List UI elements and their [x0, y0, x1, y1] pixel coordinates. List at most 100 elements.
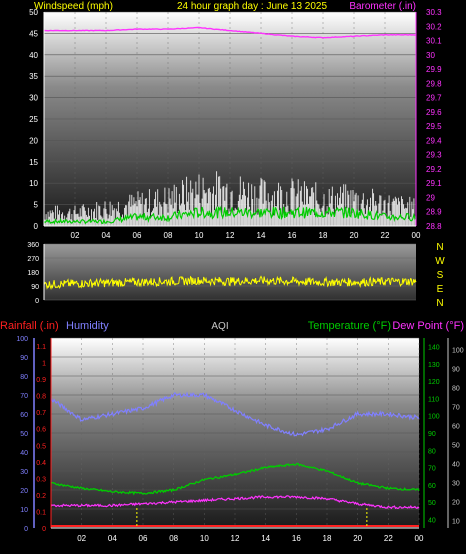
wind-tick-label: 15	[29, 158, 38, 167]
rainfall-tick-label: 0.7	[36, 410, 46, 417]
wind-tick-label: 35	[29, 72, 38, 81]
rainfall-tick-label: 0	[42, 526, 46, 533]
rainfall-tick-label: 0.1	[36, 509, 46, 516]
wind-x-tick-label: 04	[102, 231, 111, 240]
temperature-tick-label: 70	[428, 466, 436, 473]
climate-x-tick-label: 12	[231, 534, 240, 543]
temperature-tick-label: 110	[428, 396, 439, 403]
direction-letter-n-bottom: N	[436, 298, 443, 309]
climate-x-tick-label: 16	[292, 534, 301, 543]
direction-letter-s: S	[437, 270, 444, 281]
climate-x-tick-label: 18	[323, 534, 332, 543]
wind-tick-label: 50	[29, 8, 38, 17]
humidity-tick-label: 80	[20, 374, 28, 381]
rainfall-label: Rainfall (.in)	[0, 320, 59, 332]
direction-tick-label: 90	[31, 284, 39, 291]
humidity-tick-label: 90	[20, 355, 28, 362]
temperature-tick-label: 90	[428, 431, 436, 438]
rainfall-tick-label: 1	[42, 361, 46, 368]
humidity-series	[50, 391, 420, 437]
barometer-tick-label: 29.9	[426, 65, 442, 74]
direction-letter-n-top: N	[436, 242, 443, 253]
wind-x-tick-label: 06	[133, 231, 142, 240]
barometer-tick-label: 29.8	[426, 79, 442, 88]
barometer-tick-label: 30.3	[426, 8, 442, 17]
humidity-label: Humidity	[66, 320, 109, 332]
direction-tick-label: 270	[27, 256, 39, 263]
climate-x-tick-label: 02	[77, 534, 86, 543]
wind-tick-label: 20	[29, 136, 38, 145]
direction-tick-label: 180	[27, 270, 39, 277]
wind-x-tick-label: 16	[288, 231, 297, 240]
wind-x-tick-label: 18	[319, 231, 328, 240]
barometer-tick-label: 29.5	[426, 122, 442, 131]
temperature-tick-label: 100	[428, 414, 440, 421]
humidity-tick-label: 20	[20, 488, 28, 495]
dewpoint-tick-label: 60	[452, 423, 460, 430]
humidity-tick-label: 10	[20, 507, 28, 514]
dewpoint-label: Dew Point (°F)	[392, 320, 464, 332]
wind-tick-label: 45	[29, 29, 38, 38]
dewpoint-tick-label: 80	[452, 385, 460, 392]
barometer-tick-label: 29.1	[426, 179, 442, 188]
humidity-tick-label: 30	[20, 469, 28, 476]
wind-tick-label: 0	[34, 222, 39, 231]
graph-title: 24 hour graph day : June 13 2025	[177, 1, 328, 12]
climate-x-tick-label: 20	[353, 534, 362, 543]
rainfall-tick-label: 0.5	[36, 443, 46, 450]
temperature-tick-label: 130	[428, 362, 440, 369]
temperature-label: Temperature (°F)	[308, 320, 391, 332]
temperature-tick-label: 60	[428, 483, 436, 490]
wind-tick-label: 40	[29, 51, 38, 60]
barometer-series	[43, 26, 417, 39]
rainfall-tick-label: 0.4	[36, 460, 46, 467]
rainfall-tick-label: 0.2	[36, 493, 46, 500]
barometer-tick-label: 29.3	[426, 151, 442, 160]
rainfall-tick-label: 0.9	[36, 377, 46, 384]
barometer-tick-label: 29.2	[426, 165, 442, 174]
barometer-tick-label: 30.1	[426, 37, 442, 46]
dewpoint-tick-label: 50	[452, 442, 460, 449]
direction-tick-label: 360	[27, 242, 39, 249]
direction-letter-e: E	[437, 284, 444, 295]
rainfall-tick-label: 0.3	[36, 476, 46, 483]
dewpoint-tick-label: 90	[452, 366, 460, 373]
rainfall-tick-label: 0.6	[36, 427, 46, 434]
climate-x-tick-label: 10	[200, 534, 209, 543]
climate-x-tick-label: 14	[261, 534, 270, 543]
wind-direction-series	[43, 275, 417, 291]
wind-x-tick-label: 14	[257, 231, 266, 240]
barometer-tick-label: 30	[426, 51, 435, 60]
climate-x-tick-label: 00	[415, 534, 424, 543]
climate-x-tick-label: 08	[169, 534, 178, 543]
wind-tick-label: 5	[34, 201, 39, 210]
climate-x-tick-label: 22	[384, 534, 393, 543]
rainfall-tick-label: 1.1	[36, 344, 46, 351]
wind-tick-label: 30	[29, 94, 38, 103]
humidity-tick-label: 40	[20, 450, 28, 457]
dewpoint-tick-label: 10	[452, 518, 460, 525]
wind-x-tick-label: 02	[71, 231, 80, 240]
humidity-tick-label: 100	[16, 336, 28, 343]
humidity-tick-label: 0	[24, 526, 28, 533]
windspeed-label: Windspeed (mph)	[34, 1, 113, 12]
temperature-tick-label: 80	[428, 448, 436, 455]
direction-letter-w: W	[435, 256, 445, 267]
climate-x-tick-label: 04	[108, 534, 117, 543]
humidity-tick-label: 60	[20, 412, 28, 419]
wind-x-tick-label: 10	[195, 231, 204, 240]
wind-average-series	[43, 205, 417, 225]
temperature-tick-label: 40	[428, 517, 436, 524]
temperature-tick-label: 140	[428, 345, 440, 352]
climate-x-tick-label: 06	[139, 534, 148, 543]
humidity-tick-label: 50	[20, 431, 28, 438]
temperature-tick-label: 120	[428, 379, 440, 386]
barometer-tick-label: 29	[426, 193, 435, 202]
aqi-label: AQI	[211, 321, 228, 332]
wind-x-tick-label: 08	[164, 231, 173, 240]
barometer-tick-label: 30.2	[426, 22, 442, 31]
dewpoint-series	[50, 495, 420, 510]
wind-x-tick-label: 20	[350, 231, 359, 240]
dewpoint-tick-label: 20	[452, 499, 460, 506]
